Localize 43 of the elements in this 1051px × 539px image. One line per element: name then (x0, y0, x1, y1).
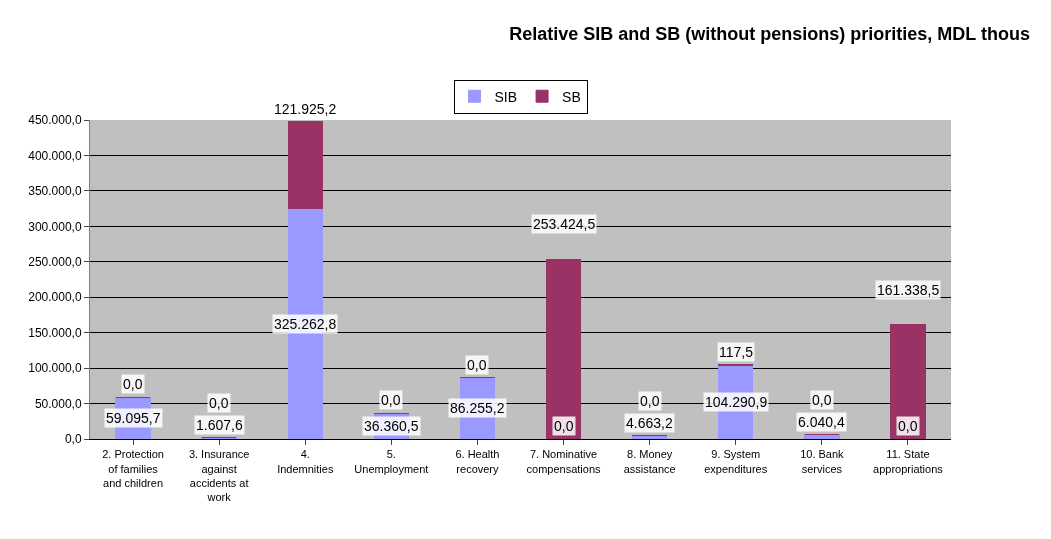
data-label: 0,0 (467, 357, 487, 373)
x-tick-label: 5. Unemployment (354, 448, 429, 475)
x-tick-label: 8. Money assistance (623, 448, 676, 475)
x-tick-label: 3. Insurance against accidents at work (188, 448, 250, 504)
data-label: 86.255,2 (450, 400, 505, 416)
x-tick-label: 9. System expenditures (704, 448, 768, 475)
x-tick-label: 6. Health recovery (455, 448, 500, 475)
data-label: 6.040,4 (798, 414, 845, 430)
x-tick-label: 10. Bank services (800, 448, 845, 475)
data-label: 0,0 (123, 376, 143, 392)
y-tick-label: 150.000,0 (28, 325, 82, 340)
data-label: 253.424,5 (533, 216, 596, 232)
y-tick-label: 350.000,0 (28, 184, 82, 199)
y-tick-label: 0,0 (64, 432, 82, 447)
data-label: 104.290,9 (705, 394, 768, 410)
data-label: 0,0 (640, 393, 660, 409)
data-label: 0,0 (381, 392, 401, 408)
y-tick-label: 50.000,0 (34, 396, 82, 411)
data-label: 0,0 (209, 395, 229, 411)
data-label: 36.360,5 (364, 418, 419, 434)
y-tick-label: 250.000,0 (28, 254, 82, 269)
y-tick-label: 400.000,0 (28, 148, 82, 163)
legend-label: SB (562, 88, 581, 105)
data-label: 325.262,8 (274, 316, 337, 332)
x-tick-label: 7. Nominative compensations (526, 448, 602, 475)
x-tick-label: 11. State appropriations (873, 448, 944, 475)
x-tick-label: 2. Protection of families and children (102, 448, 164, 489)
y-tick-label: 300.000,0 (28, 219, 82, 234)
legend-label: SIB (494, 88, 518, 105)
data-label: 121.925,2 (274, 101, 337, 117)
data-label: 0,0 (554, 418, 574, 434)
data-label: 0,0 (812, 392, 832, 408)
x-tick-label: 4. Indemnities (277, 448, 334, 475)
data-label: 59.095,7 (106, 410, 161, 426)
y-tick-label: 100.000,0 (28, 361, 82, 376)
data-label: 161.338,5 (877, 282, 940, 298)
y-tick-label: 200.000,0 (28, 290, 82, 305)
data-label: 1.607,6 (196, 417, 243, 433)
chart-title: Relative SIB and SB (without pensions) priorities, MDL thous (509, 23, 1030, 44)
data-label: 0,0 (898, 418, 918, 434)
data-label: 117,5 (719, 344, 754, 360)
data-label: 4.663,2 (626, 415, 673, 431)
y-tick-label: 450.000,0 (28, 113, 82, 128)
